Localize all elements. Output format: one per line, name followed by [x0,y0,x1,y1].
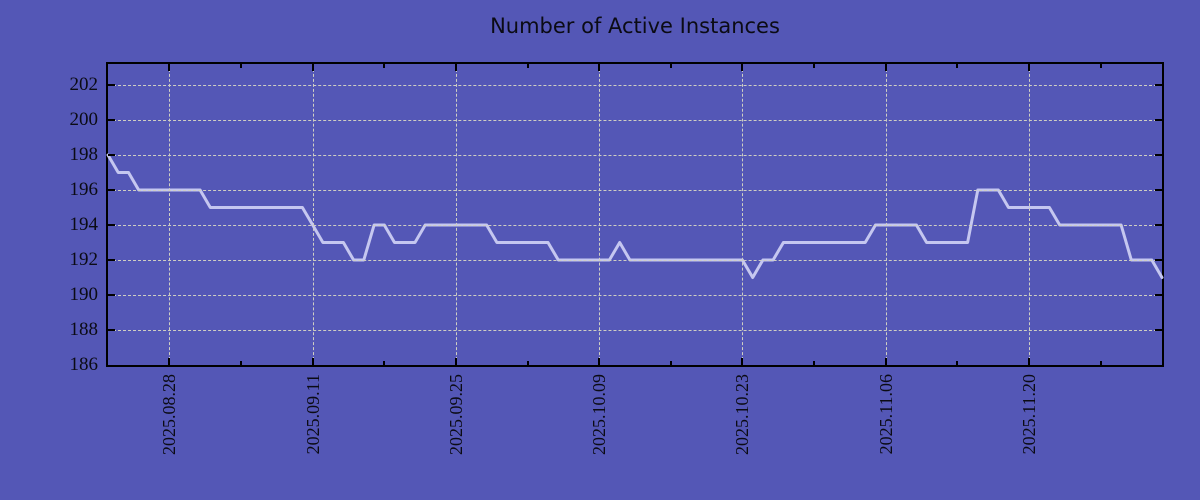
x-major-tick-bottom [454,358,457,365]
x-minor-tick-top [240,64,243,68]
x-minor-tick-bottom [669,361,672,365]
x-major-tick-bottom [1027,358,1030,365]
x-major-tick-top [884,64,887,71]
gridline-horizontal [108,260,1162,261]
y-tick-label: 198 [69,144,99,165]
x-major-tick-bottom [741,358,744,365]
y-tick-mark-left [108,119,115,121]
gridline-horizontal [108,155,1162,156]
gridline-horizontal [108,330,1162,331]
y-tick-mark-left [108,329,115,331]
x-minor-tick-bottom [526,361,529,365]
y-tick-mark-right [1155,84,1162,86]
y-tick-mark-right [1155,259,1162,261]
x-minor-tick-top [669,64,672,68]
y-tick-mark-left [108,84,115,86]
x-major-tick-bottom [168,358,171,365]
x-tick-label: 2025.09.11 [302,374,323,455]
gridline-vertical [1028,64,1030,365]
x-minor-tick-top [1099,64,1102,68]
gridline-horizontal [108,295,1162,296]
gridline-horizontal [108,120,1162,121]
y-tick-label: 202 [69,74,99,95]
gridline-vertical [169,64,171,365]
x-major-tick-top [1027,64,1030,71]
y-tick-label: 200 [69,109,99,130]
line-series-svg [106,153,1164,279]
gridline-vertical [455,64,457,365]
y-tick-mark-left [108,259,115,261]
x-major-tick-top [598,64,601,71]
x-tick-label: 2025.11.20 [1018,374,1039,455]
gridline-vertical [742,64,744,365]
x-major-tick-top [454,64,457,71]
x-minor-tick-bottom [813,361,816,365]
y-tick-label: 194 [69,214,99,235]
x-minor-tick-bottom [1099,361,1102,365]
gridline-horizontal [108,225,1162,226]
x-major-tick-bottom [884,358,887,365]
y-tick-label: 196 [69,179,99,200]
gridline-vertical [599,64,601,365]
gridline-horizontal [108,85,1162,86]
y-tick-mark-right [1155,119,1162,121]
x-major-tick-top [741,64,744,71]
y-tick-mark-right [1155,189,1162,191]
gridline-vertical [312,64,314,365]
x-minor-tick-top [813,64,816,68]
x-tick-label: 2025.08.28 [159,374,180,455]
x-tick-label: 2025.10.23 [732,374,753,455]
y-tick-mark-right [1155,154,1162,156]
y-tick-mark-right [1155,294,1162,296]
y-tick-mark-left [108,224,115,226]
x-tick-label: 2025.10.09 [589,374,610,455]
x-minor-tick-top [956,64,959,68]
y-tick-mark-right [1155,224,1162,226]
x-minor-tick-top [383,64,386,68]
plot-area [106,62,1164,367]
chart-title: Number of Active Instances [490,14,780,38]
y-tick-label: 192 [69,249,99,270]
y-tick-label: 188 [69,319,99,340]
y-tick-label: 190 [69,284,99,305]
x-minor-tick-top [526,64,529,68]
y-tick-label: 186 [69,354,99,375]
y-tick-mark-right [1155,329,1162,331]
x-tick-label: 2025.09.25 [445,374,466,455]
y-tick-mark-left [108,294,115,296]
x-minor-tick-bottom [240,361,243,365]
y-tick-mark-left [108,189,115,191]
x-minor-tick-bottom [383,361,386,365]
x-major-tick-top [168,64,171,71]
x-major-tick-bottom [598,358,601,365]
x-minor-tick-bottom [956,361,959,365]
y-tick-mark-left [108,154,115,156]
gridline-horizontal [108,190,1162,191]
x-major-tick-bottom [311,358,314,365]
x-tick-label: 2025.11.06 [875,374,896,455]
gridline-vertical [885,64,887,365]
x-major-tick-top [311,64,314,71]
